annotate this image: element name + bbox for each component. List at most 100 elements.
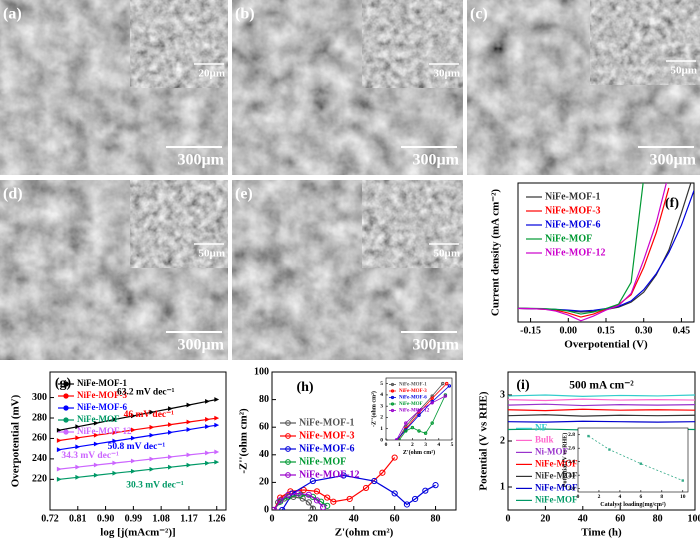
annotation: 34.3 mV dec⁻¹	[61, 451, 119, 461]
marker	[149, 466, 155, 472]
legend-label: NiFe-MOF-12	[299, 469, 360, 480]
sem-inset	[129, 0, 229, 89]
series-line	[398, 394, 446, 440]
x-tick-label: 0	[506, 513, 511, 524]
marker	[168, 430, 173, 435]
marker	[149, 424, 155, 430]
legend-label: NiFe-MOF-12	[545, 247, 606, 258]
annotation: 46 mV dec⁻¹	[124, 410, 175, 420]
marker	[324, 494, 331, 501]
y-tick-label: 40	[259, 449, 269, 460]
marker	[130, 413, 136, 419]
marker	[186, 402, 192, 408]
marker	[309, 505, 316, 510]
y-tick-label: 0	[380, 437, 383, 443]
marker	[75, 435, 81, 441]
series-group	[56, 397, 220, 482]
x-tick-label: 8	[660, 494, 663, 500]
legend-label: NiFe-MOF-1	[77, 378, 127, 388]
marker	[168, 422, 173, 428]
x-tick-label: 40	[578, 513, 588, 524]
chart-title: 500 mA cm⁻²	[569, 380, 634, 392]
marker	[75, 464, 81, 470]
marker	[279, 506, 286, 510]
y-tick-label: 100	[254, 366, 269, 377]
x-tick-label: 0.90	[97, 513, 115, 524]
y-tick-label: 0	[264, 504, 269, 515]
x-tick-label: 1.08	[152, 513, 170, 524]
x-tick-label: 100	[688, 513, 700, 524]
y-tick-label: 300	[32, 392, 47, 403]
series-line	[508, 398, 695, 402]
series-line	[59, 398, 217, 431]
marker	[75, 424, 81, 430]
marker	[205, 398, 210, 404]
legend-marker	[285, 433, 291, 439]
marker	[112, 460, 118, 466]
marker	[186, 419, 192, 425]
marker	[443, 394, 448, 398]
legend-label: NiFe-MOF-3	[299, 430, 355, 441]
marker	[320, 504, 327, 510]
legend-marker	[63, 393, 69, 399]
x-axis-label: log [j(mAcm⁻²)]	[100, 527, 175, 539]
series-line	[273, 457, 396, 510]
marker	[422, 487, 429, 494]
series-line	[273, 492, 324, 510]
marker	[313, 497, 321, 504]
x-tick-label: 1.26	[208, 513, 226, 524]
marker	[391, 454, 398, 461]
legend-label: NiFe-MOF	[399, 402, 423, 407]
marker	[330, 498, 337, 505]
scale-label: 300µm	[412, 337, 459, 354]
legend-marker	[285, 459, 291, 465]
scale-label: 300µm	[412, 152, 459, 169]
series-line	[59, 417, 217, 442]
x-tick-label: 60	[615, 513, 625, 524]
annotation: 50.8 mV dec⁻¹	[108, 442, 166, 452]
marker	[305, 491, 312, 498]
marker	[681, 479, 684, 482]
marker	[391, 490, 398, 497]
series-line	[281, 474, 436, 510]
y-tick-label: 80	[259, 394, 269, 405]
legend-marker	[390, 382, 395, 387]
annotation: 63.2 mV dec⁻¹	[117, 388, 175, 398]
legend-marker	[285, 472, 291, 478]
legend-marker	[63, 405, 69, 411]
marker	[394, 438, 399, 440]
legend-label: NiFe-MOF	[77, 414, 120, 424]
marker	[324, 502, 331, 509]
x-tick-label: -0.15	[520, 325, 541, 336]
marker	[149, 409, 155, 415]
y-tick-label: 260	[32, 433, 47, 444]
x-tick-label: 0.45	[673, 325, 691, 336]
panel-label: (b)	[235, 6, 255, 23]
marker	[432, 482, 439, 489]
marker	[410, 425, 415, 430]
marker	[379, 469, 386, 476]
y-tick-label: 20	[259, 477, 269, 488]
series-line	[508, 414, 695, 417]
y-axis-label: Overpotential (mV)	[10, 394, 22, 487]
series-line	[396, 385, 450, 440]
x-axis-label: Catalyst loading(mg/cm²)	[600, 501, 665, 508]
marker	[430, 396, 434, 400]
panel-label: (c)	[470, 6, 488, 23]
x-tick-label: 20	[540, 513, 550, 524]
y-tick-label: 3	[500, 389, 505, 400]
y-axis-label: Potential (V vs RHE)	[561, 433, 568, 487]
series-line	[396, 395, 446, 440]
legend-marker	[63, 381, 69, 387]
x-tick-label: 0.30	[635, 325, 653, 336]
x-tick-label: 20	[308, 513, 318, 524]
legend-label: NiFe-MOF-3	[535, 470, 585, 480]
marker	[430, 421, 434, 425]
marker	[205, 417, 210, 422]
x-tick-label: 0.72	[41, 513, 59, 524]
marker	[346, 495, 353, 503]
x-tick-label: 0.99	[125, 513, 143, 524]
y-tick-label: 2.4	[568, 459, 575, 465]
legend-marker	[390, 408, 395, 413]
marker	[205, 450, 210, 456]
